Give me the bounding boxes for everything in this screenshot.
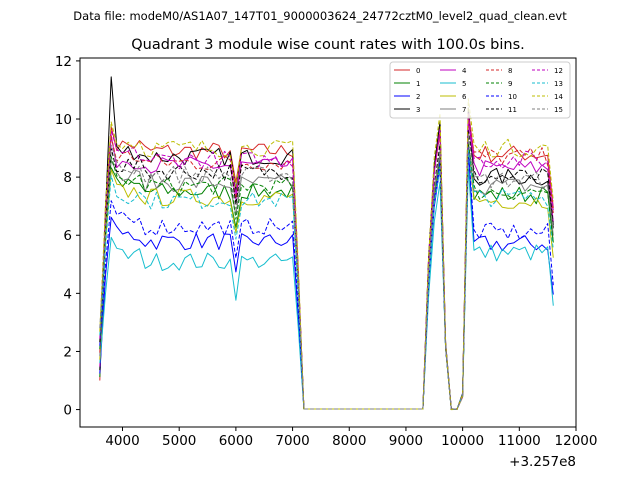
series-line-6: [99, 146, 554, 410]
legend-entry-8: 8: [486, 67, 512, 75]
legend-entry-9: 9: [486, 80, 512, 88]
series-line-13: [99, 149, 554, 410]
y-tick-label: 12: [55, 54, 72, 70]
series-line-4: [99, 120, 554, 410]
y-tick-label: 8: [63, 170, 72, 186]
plot-area: [79, 57, 577, 428]
series-line-12: [99, 113, 554, 410]
y-tick-label: 0: [63, 403, 72, 419]
series-line-2: [99, 150, 554, 410]
y-axis-ticks: 0 2 4 6 8 10 12: [55, 54, 80, 419]
series-line-9: [99, 143, 554, 410]
legend-entry-1: 1: [394, 80, 420, 88]
x-axis-ticks: 4000 5000 6000 7000 8000 9000 10000 11000 12000: [105, 427, 597, 449]
series-line-3: [99, 76, 554, 410]
x-tick-label: 4000: [105, 433, 139, 449]
x-tick-label: 9000: [389, 433, 423, 449]
x-axis-offset-label: +3.257e8: [509, 454, 576, 470]
series-line-8: [99, 115, 554, 410]
x-tick-label: 8000: [332, 433, 366, 449]
legend-entry-4: 4: [440, 67, 467, 75]
legend-label: 2: [416, 93, 420, 101]
legend-entry-13: 13: [532, 80, 563, 88]
y-tick-label: 4: [63, 286, 72, 302]
legend-entry-6: 6: [440, 93, 467, 101]
legend-entry-0: 0: [394, 67, 420, 75]
series-line-15: [99, 133, 554, 410]
suptitle: Data file: modeM0/AS1A07_147T01_90000036…: [73, 9, 567, 23]
legend-label: 8: [508, 67, 512, 75]
x-tick-label: 6000: [219, 433, 253, 449]
y-tick-label: 10: [55, 112, 72, 128]
y-tick-label: 2: [63, 344, 72, 360]
legend-label: 5: [462, 80, 466, 88]
legend-label: 1: [416, 80, 420, 88]
legend-label: 0: [416, 67, 420, 75]
series-line-0: [99, 109, 554, 410]
legend-label: 6: [462, 93, 467, 101]
legend-label: 3: [416, 106, 420, 114]
series-line-14: [99, 98, 554, 411]
legend-label: 12: [554, 67, 563, 75]
series-line-7: [99, 141, 554, 410]
legend-entry-15: 15: [532, 106, 563, 114]
legend-entry-11: 11: [486, 106, 517, 114]
legend-label: 13: [554, 80, 563, 88]
axes-frame: [79, 57, 577, 428]
legend-label: 11: [508, 106, 517, 114]
x-tick-label: 7000: [275, 433, 309, 449]
legend-entry-12: 12: [532, 67, 563, 75]
chart-title: Quadrant 3 module wise count rates with …: [131, 37, 525, 53]
legend-label: 9: [508, 80, 512, 88]
x-tick-label: 10000: [441, 433, 484, 449]
x-tick-label: 5000: [162, 433, 196, 449]
legend-label: 14: [554, 93, 563, 101]
x-tick-label: 12000: [555, 433, 598, 449]
series-line-11: [99, 129, 554, 410]
series-line-10: [99, 146, 554, 410]
legend-label: 7: [462, 106, 466, 114]
legend-entry-3: 3: [394, 106, 420, 114]
x-tick-label: 11000: [498, 433, 541, 449]
legend-entry-5: 5: [440, 80, 466, 88]
legend-entry-2: 2: [394, 93, 420, 101]
series-line-5: [99, 167, 554, 410]
legend-entry-14: 14: [532, 93, 563, 101]
legend-label: 15: [554, 106, 563, 114]
legend-label: 4: [462, 67, 467, 75]
legend-entry-7: 7: [440, 106, 466, 114]
legend-box: [389, 61, 571, 119]
legend-entry-10: 10: [486, 93, 517, 101]
legend-label: 10: [508, 93, 517, 101]
y-tick-label: 6: [63, 228, 72, 244]
